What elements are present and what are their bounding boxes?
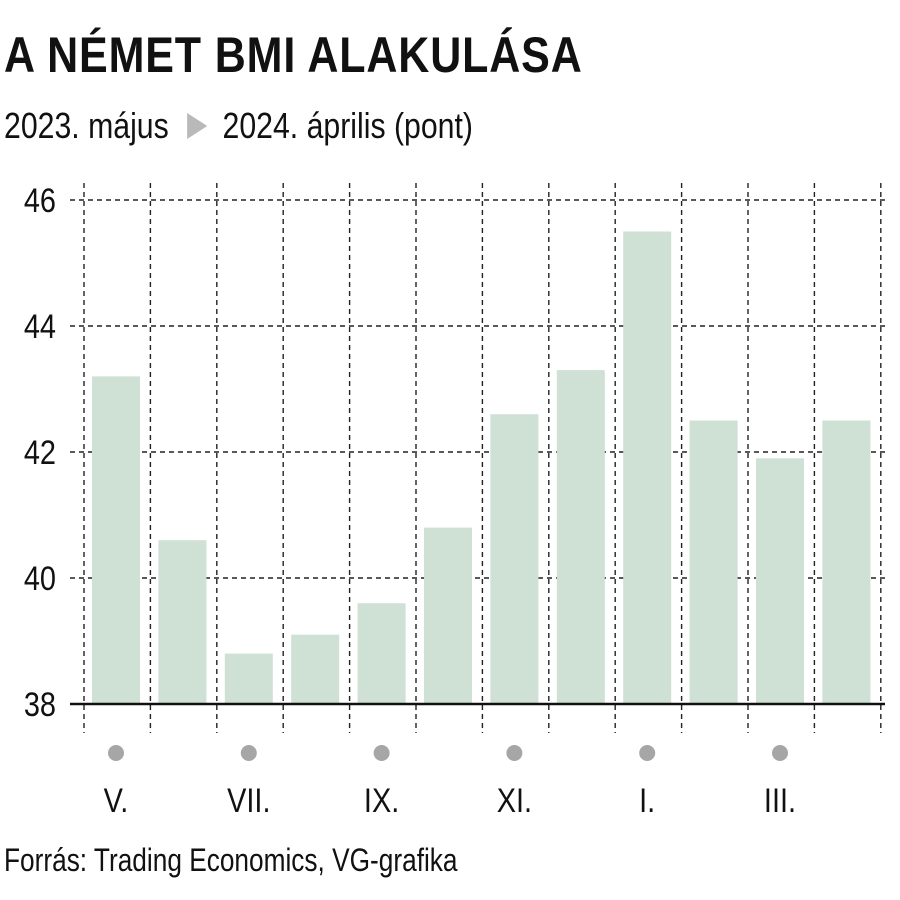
month-marker-dot — [240, 745, 257, 761]
y-tick-label: 42 — [24, 433, 56, 472]
bar — [357, 603, 406, 704]
month-marker-dot — [108, 745, 124, 761]
bar — [158, 540, 207, 704]
bar — [92, 376, 140, 704]
y-tick-label: 38 — [24, 685, 56, 724]
x-tick-label: III. — [764, 781, 796, 820]
bar — [424, 527, 472, 704]
month-marker-dot — [506, 745, 523, 761]
bar — [623, 231, 672, 704]
chart-title: A NÉMET BMI ALAKULÁSA — [4, 27, 583, 83]
y-tick-label: 46 — [24, 181, 56, 220]
month-marker-dot — [373, 745, 390, 761]
play-arrow-icon — [187, 113, 208, 139]
bar — [822, 420, 871, 704]
bar — [556, 370, 605, 704]
bar — [689, 420, 738, 704]
chart-subtitle: 2023. május 2024. április (pont) — [4, 108, 473, 144]
x-tick-label: I. — [639, 781, 655, 820]
bar — [490, 414, 539, 704]
bar — [291, 634, 340, 704]
subtitle-end: 2024. április (pont) — [222, 105, 473, 146]
subtitle-start: 2023. május — [4, 105, 169, 146]
source-note: Forrás: Trading Economics, VG-grafika — [4, 842, 458, 878]
x-tick-label: V. — [104, 781, 129, 820]
x-tick-label: XI. — [497, 781, 532, 820]
x-tick-label: VII. — [227, 781, 270, 820]
bar — [756, 458, 804, 704]
month-marker-dot — [639, 745, 656, 761]
bar — [224, 653, 273, 704]
x-tick-label: IX. — [364, 781, 399, 820]
month-marker-dot — [772, 745, 788, 761]
y-tick-label: 40 — [24, 559, 56, 598]
y-tick-label: 44 — [24, 307, 56, 346]
